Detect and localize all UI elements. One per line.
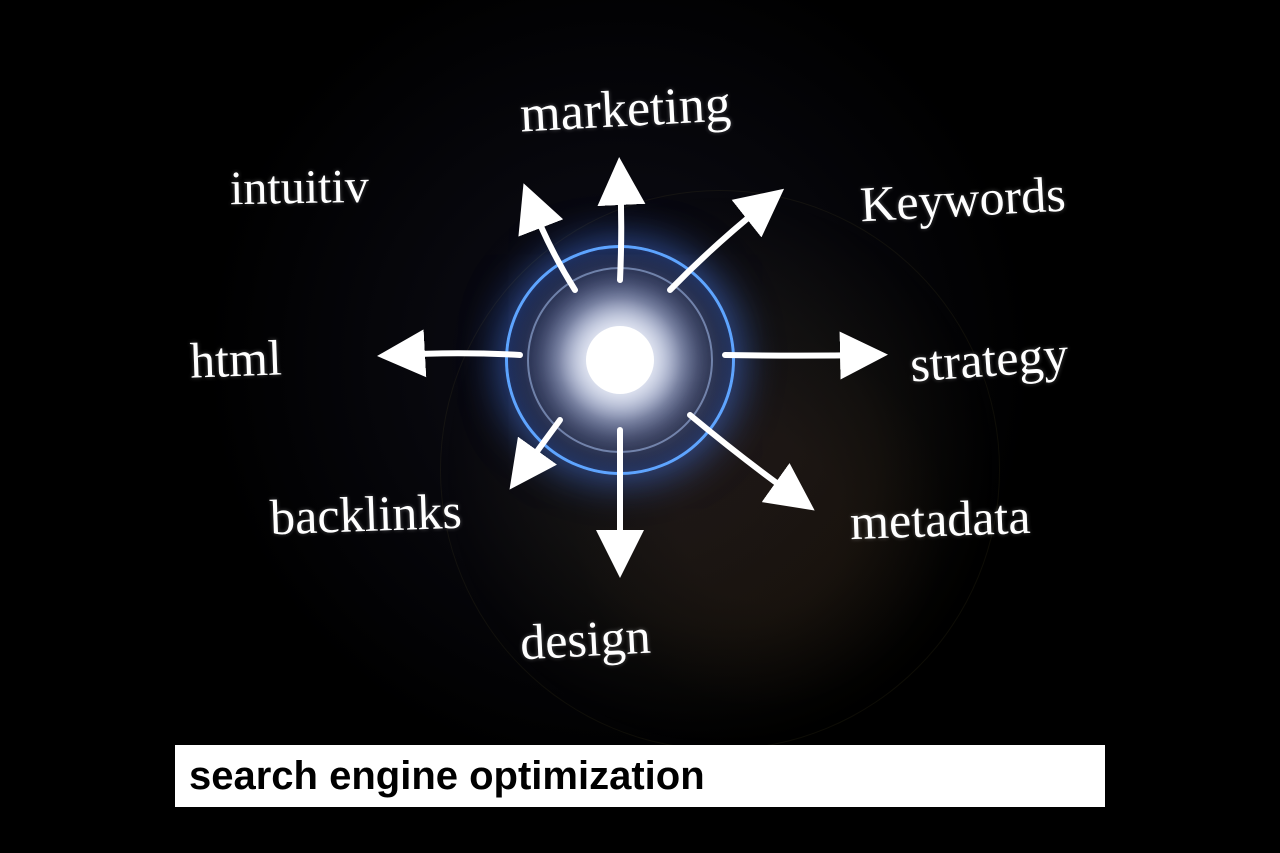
title-text: search engine optimization — [189, 754, 705, 799]
glow-core — [586, 326, 654, 394]
node-keywords: Keywords — [859, 165, 1067, 234]
node-metadata: metadata — [849, 487, 1031, 551]
node-html: html — [189, 328, 283, 389]
glow-ring-outer — [505, 245, 735, 475]
node-intuitiv: intuitiv — [230, 159, 370, 216]
title-bar: search engine optimization — [175, 745, 1105, 807]
node-marketing: marketing — [519, 75, 733, 145]
glow-ring-inner — [527, 267, 713, 453]
node-backlinks: backlinks — [269, 482, 463, 547]
node-strategy: strategy — [908, 325, 1070, 394]
glow-halo — [511, 251, 729, 469]
seo-diagram: marketing intuitiv Keywords html strategy bac… — [0, 0, 1280, 853]
node-design: design — [519, 607, 652, 672]
